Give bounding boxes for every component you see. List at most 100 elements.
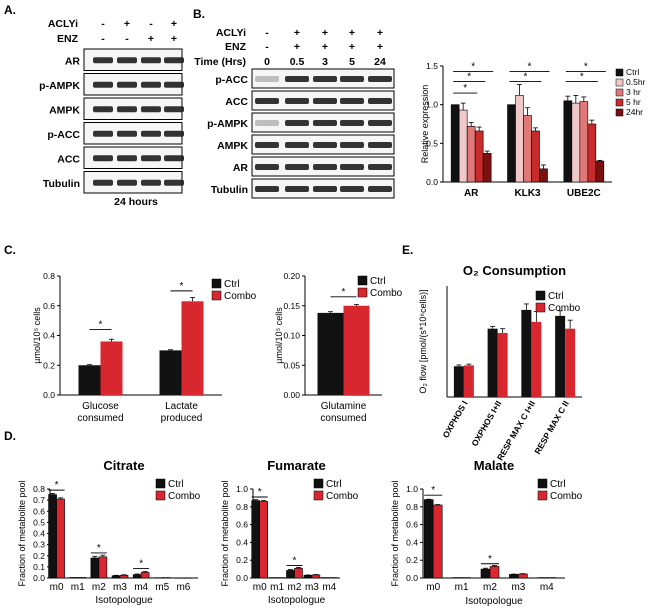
panel-letter-b: B. (193, 7, 205, 21)
row-label-enz: ENZ (225, 41, 247, 53)
time-value: 5 (349, 56, 355, 68)
bar (509, 574, 519, 579)
legend-swatch (535, 290, 546, 301)
blot-band (285, 76, 309, 82)
bar (268, 577, 278, 579)
significance-star: * (293, 556, 297, 567)
bar (56, 498, 65, 579)
bar (48, 494, 57, 579)
bar (595, 160, 605, 183)
category-label: m2 (92, 582, 106, 593)
bar (565, 328, 576, 397)
panel-letter-c: C. (4, 243, 16, 257)
legend-swatch (615, 108, 624, 117)
x-axis-label: Isotopologue (268, 595, 326, 606)
bar (463, 365, 474, 397)
bar (537, 577, 548, 579)
legend-swatch (357, 275, 368, 286)
blot-band (340, 76, 364, 82)
significance-star: * (97, 543, 101, 554)
blot-band (255, 120, 279, 126)
header-sign: + (377, 41, 383, 53)
significance-star: * (467, 71, 471, 82)
header-sign: + (377, 27, 383, 39)
category-label: m0 (50, 582, 64, 593)
bar (515, 95, 524, 183)
y-tick-label: 0.6 (33, 506, 45, 516)
category-label: OXPHOS I (440, 399, 469, 440)
header-sign: - (125, 33, 129, 45)
bar (90, 557, 100, 579)
blot-band (368, 76, 392, 82)
blot-band (313, 186, 337, 192)
blot-band (117, 106, 137, 113)
blot-band (255, 164, 279, 170)
blot-band (313, 164, 337, 170)
blot-band (141, 106, 161, 113)
chart-relative-expression: 0.0 0.5 1.0 1.5 Relative expression AR KLK3 UBE… (420, 61, 646, 199)
legend-label: Combo (224, 291, 257, 302)
y-tick-label: 0.6 (406, 520, 418, 530)
bar (489, 566, 500, 579)
category-label: m0 (253, 582, 267, 593)
y-tick-label: 0.10 (283, 331, 300, 341)
blot-label: p-AMPK (207, 118, 248, 130)
y-tick-label: 1.0 (426, 100, 438, 110)
category-label: consumed (320, 413, 366, 424)
legend-label: Combo (168, 491, 201, 502)
bar (507, 104, 516, 183)
header-sign: - (101, 18, 105, 30)
bar (531, 130, 540, 183)
y-tick-label: 0.2 (236, 555, 248, 565)
bar (423, 499, 434, 579)
blot-band (340, 164, 364, 170)
blot-label: AMPK (217, 140, 248, 152)
legend-swatch (615, 78, 624, 87)
x-axis-label: Isotopologue (465, 596, 523, 607)
blot-band (368, 120, 392, 126)
header-sign: - (265, 27, 269, 39)
blot-band (313, 142, 337, 148)
legend-label: Combo (550, 491, 583, 502)
category-label: m3 (113, 582, 127, 593)
y-tick-label: 0.4 (33, 529, 45, 539)
bar (432, 504, 443, 579)
bar (259, 501, 269, 579)
legend-label: Ctrl (168, 479, 184, 490)
blot-band (117, 155, 137, 162)
row-label-enz: ENZ (57, 33, 79, 45)
chart-malate: 0.0 0.2 0.4 0.6 0.8 1.0 Fraction of metabolite… (390, 458, 583, 607)
bar (161, 577, 171, 579)
y-tick-label: 0.1 (33, 562, 45, 572)
y-axis-label: µmol/10⁵ cells (32, 307, 42, 364)
bar (276, 577, 286, 579)
chart-title: O₂ Consumption (463, 263, 566, 278)
blot-label: ACC (57, 153, 80, 165)
blot-band (141, 179, 161, 186)
legend-swatch (615, 98, 624, 107)
panel-letter-d: D. (4, 429, 16, 443)
y-tick-label: 0.2 (33, 551, 45, 561)
bar (98, 556, 108, 579)
blot-band (255, 98, 279, 104)
time-value: 0.5 (290, 56, 305, 68)
bar (183, 577, 192, 579)
chart-o2-consumption: O₂ flow [pmol/(s*10⁶cells)] O₂ Consumptio… (418, 263, 582, 462)
bar (497, 332, 508, 397)
significance-star: * (584, 61, 588, 72)
bar (119, 574, 129, 579)
blot-band (340, 186, 364, 192)
bar (286, 570, 295, 579)
blot-band (93, 57, 113, 64)
header-sign: + (349, 27, 355, 39)
blot-band (164, 81, 184, 88)
bar (132, 574, 142, 579)
blot-band (93, 106, 113, 113)
panel-letter-a: A. (4, 3, 16, 17)
blot-band (141, 57, 161, 64)
bar (521, 309, 532, 397)
category-label: Glucose (82, 401, 119, 412)
category-label: m1 (270, 582, 284, 593)
y-tick-label: 0.8 (33, 484, 45, 494)
blot-label: p-ACC (215, 74, 248, 86)
